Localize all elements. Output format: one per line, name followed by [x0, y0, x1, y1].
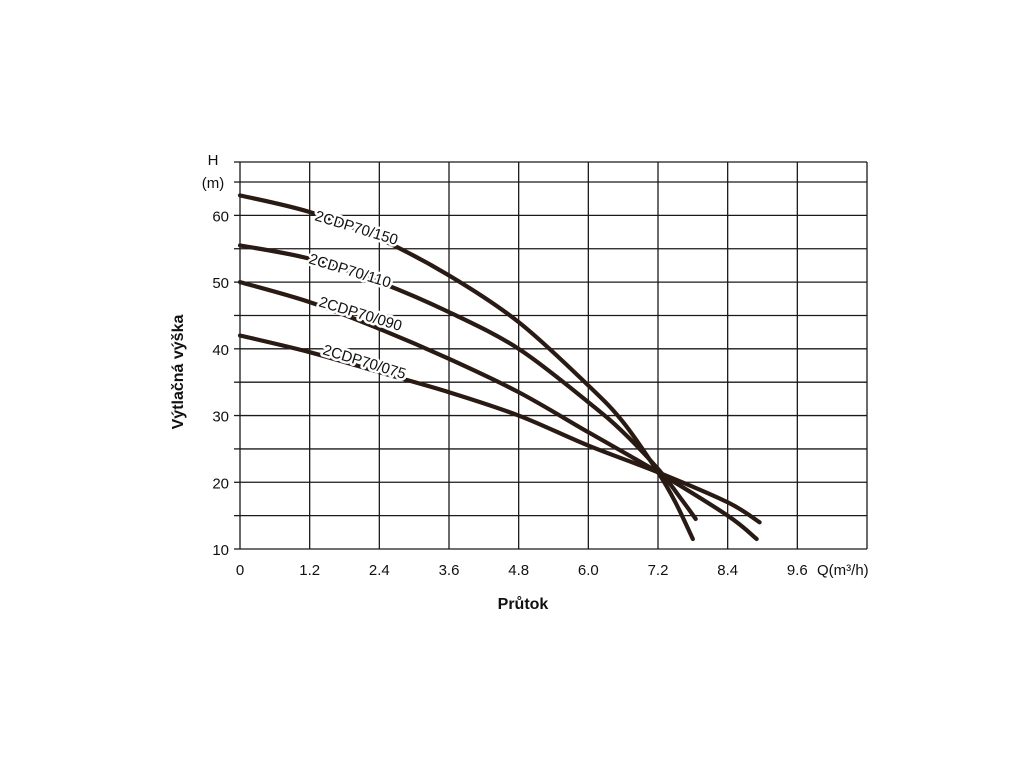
x-tick-label: 4.8 — [508, 562, 529, 579]
tick-labels: 0 1.2 2.4 3.6 4.8 6.0 7.2 8.4 9.6 10 20 30 40 50 60 — [212, 208, 807, 579]
x-axis-title: Průtok — [498, 596, 549, 613]
y-tick-label: 50 — [212, 275, 229, 292]
series-line-3 — [237, 333, 762, 525]
series-line-0 — [237, 193, 695, 542]
x-tick-label: 9.6 — [787, 562, 808, 579]
y-tick-label: 40 — [212, 342, 229, 359]
y-tick-label: 30 — [212, 409, 229, 426]
x-tick-label: 8.4 — [717, 562, 738, 579]
series-line-2 — [237, 280, 759, 542]
x-tick-label: 2.4 — [369, 562, 390, 579]
y-unit-label-m: (m) — [202, 175, 225, 192]
series-line-1 — [237, 243, 698, 522]
y-tick-label: 20 — [212, 475, 229, 492]
series-curves — [237, 193, 762, 542]
x-tick-label: 7.2 — [648, 562, 669, 579]
x-tick-label: 6.0 — [578, 562, 599, 579]
y-tick-label: 60 — [212, 208, 229, 225]
y-axis-title: Výtlačná výška — [170, 315, 187, 430]
x-tick-label: 1.2 — [299, 562, 320, 579]
y-tick-label: 10 — [212, 542, 229, 559]
y-unit-label-h: H — [208, 152, 219, 169]
x-tick-label: 3.6 — [439, 562, 460, 579]
grid — [234, 161, 868, 550]
x-unit-label: Q(m³/h) — [817, 562, 869, 579]
x-tick-label: 0 — [236, 562, 244, 579]
